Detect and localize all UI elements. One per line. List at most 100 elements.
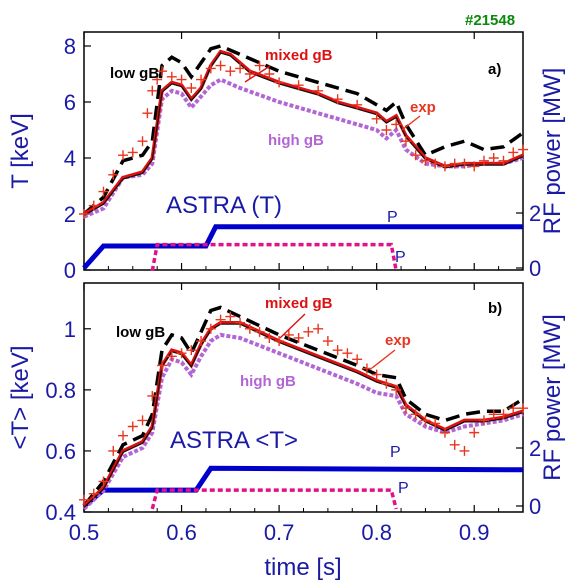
panel-a-exp-point xyxy=(478,155,489,166)
panel-a-exp-point xyxy=(469,161,480,172)
panel-b-exp-point xyxy=(342,348,353,359)
panel-b-ann-pech: PECH xyxy=(398,480,409,497)
panel-b-exp-point xyxy=(508,403,519,414)
panel-a-ann-exp-arrow xyxy=(401,115,421,131)
panel-b-exp-point xyxy=(196,336,207,347)
panel-b-exp-point xyxy=(235,317,246,328)
panel-a-exp-point xyxy=(215,60,226,71)
panel-a-exp-point xyxy=(332,94,343,105)
panel-a-series-low-gb xyxy=(82,44,525,216)
panel-a-exp-point xyxy=(410,150,421,161)
panel-b-y2tick-label: 0 xyxy=(529,494,541,519)
panel-a-exp-point xyxy=(196,74,207,85)
panel-a-ann-mixed-gb: mixed gB xyxy=(265,47,333,64)
panel-a-series-p-lh xyxy=(82,224,523,270)
panel-a-exp-point xyxy=(254,60,265,71)
panel-a-exp-point xyxy=(166,71,177,82)
panel-b-exp-point xyxy=(361,363,372,374)
panel-b-series-mixed-gb xyxy=(82,320,524,508)
panel-a-exp-point xyxy=(205,63,216,74)
panel-b-exp-point xyxy=(79,494,89,505)
panel-a-exp-point xyxy=(274,77,285,88)
panel-b-exp-point xyxy=(352,354,363,365)
panel-b-ann-mixed-gb: mixed gB xyxy=(265,295,333,312)
panel-a-ytick-label: 4 xyxy=(64,146,76,171)
panel-a-panel-label: a) xyxy=(488,61,501,78)
panel-b-exp-point xyxy=(283,329,294,340)
panel-b-ytick-label: 0.8 xyxy=(45,378,76,403)
panel-b-series-low-gb xyxy=(82,305,524,507)
panel-a-exp-point xyxy=(352,99,363,110)
panel-a-exp-point xyxy=(371,113,382,124)
panel-a-exp-point xyxy=(137,136,148,147)
panel-b-series-p-ech xyxy=(150,488,398,510)
panel-a-exp-point xyxy=(400,136,411,147)
panel-a-y2tick-label: 2 xyxy=(529,201,541,226)
panel-a-series-p-ech xyxy=(150,242,398,272)
panel-b-exp-point xyxy=(391,384,402,395)
panel-b-exp-point xyxy=(459,445,470,456)
panel-b-exp-point xyxy=(439,427,450,438)
panel-b-ann-high-gb: high gB xyxy=(240,373,296,390)
panel-a-exp-point xyxy=(225,66,236,77)
panel-b-exp-point xyxy=(498,409,509,420)
panel-a-y2tick-label: 0 xyxy=(529,256,541,281)
panel-b-exp-point xyxy=(127,421,138,432)
panel-b-exp-point xyxy=(176,348,187,359)
panel-b-exp-point xyxy=(244,323,255,334)
panel-b-exp-point xyxy=(449,439,460,450)
panel-a-exp-point xyxy=(108,169,119,180)
panel-b-ytick-label: 1 xyxy=(64,317,76,342)
panel-a-exp-point xyxy=(176,74,187,85)
panel-b-exp-point xyxy=(381,378,392,389)
panel-b-exp-point xyxy=(303,326,314,337)
panel-b-series-p-lh xyxy=(82,465,524,508)
panel-b-exp-point xyxy=(371,369,382,380)
panel-a-exp-point xyxy=(293,80,304,91)
panel-a-ylabel: Te0 [keV] xyxy=(7,113,34,189)
xtick-label: 0.5 xyxy=(69,520,100,545)
panel-a-exp-point xyxy=(518,144,528,155)
panel-b-exp-point xyxy=(410,409,421,420)
xtick-label: 0.8 xyxy=(361,520,392,545)
panel-a-exp-point xyxy=(498,155,509,166)
panel-b-exp-point xyxy=(420,415,431,426)
panel-a-exp-point xyxy=(420,155,431,166)
panel-b-ylabel: <Te> [keV] xyxy=(7,345,34,449)
panel-b-exp-point xyxy=(478,415,489,426)
panel-b-exp-point xyxy=(215,314,226,325)
panel-a-exp-point xyxy=(235,63,246,74)
panel-a-ytick-label: 8 xyxy=(64,34,76,59)
panel-a-exp-point xyxy=(439,161,450,172)
panel-b-exp-point xyxy=(137,415,148,426)
panel-a-exp-point xyxy=(430,158,441,169)
panel-a-exp-point xyxy=(142,108,153,119)
panel-b-ann-plh: PLH xyxy=(390,444,401,461)
panel-a-title: ASTRA (Te0) xyxy=(166,192,282,219)
panel-b-exp-point xyxy=(332,345,343,356)
panel-b-ytick-label: 0.4 xyxy=(45,500,76,525)
panel-b-frame xyxy=(83,282,524,513)
panel-b-y2tick-label: 2 xyxy=(529,436,541,461)
panel-a-ytick-label: 0 xyxy=(64,258,76,283)
panel-a-ytick-label: 6 xyxy=(64,90,76,115)
panel-a-exp-point xyxy=(313,85,324,96)
panel-b-series-high-gb xyxy=(82,332,524,511)
panel-a-exp-point xyxy=(88,200,99,211)
panel-a-exp-point xyxy=(488,153,499,163)
panel-a-exp-point xyxy=(157,66,168,77)
panel-a-exp-point xyxy=(381,125,392,135)
panel-b-exp-point xyxy=(488,409,499,420)
panel-b-ann-exp-arrow xyxy=(371,349,396,369)
panel-b-ylabel-right: RF power [MW] xyxy=(539,314,566,481)
panel-b-exp-point xyxy=(186,345,197,356)
panel-a-exp-point xyxy=(147,85,158,96)
xtick-label: 0.7 xyxy=(264,520,295,545)
panel-a-exp-point xyxy=(508,147,519,158)
panel-b-ytick-label: 0.6 xyxy=(45,439,76,464)
panel-a-ann-high-gb: high gB xyxy=(268,132,324,149)
panel-b-ann-exp: exp xyxy=(385,332,411,349)
panel-a-ann-plh: PLH xyxy=(387,209,398,226)
panel-b-exp-point xyxy=(518,403,528,414)
panel-b-exp-point xyxy=(108,445,119,456)
